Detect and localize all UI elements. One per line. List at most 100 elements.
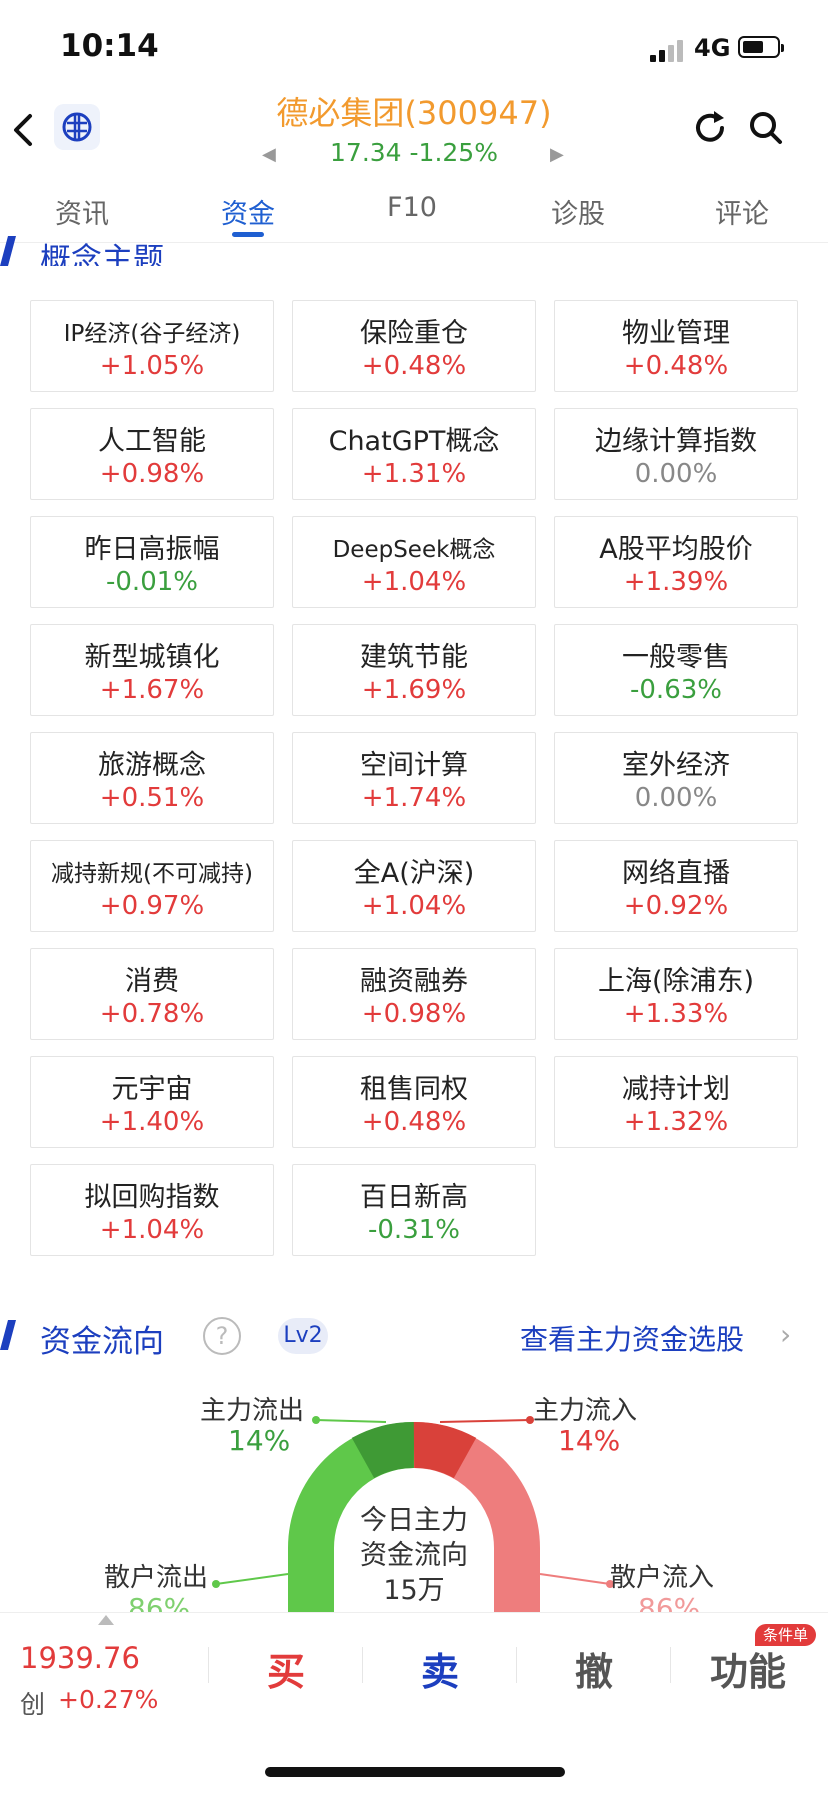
prev-stock-icon[interactable]: ◀ — [262, 144, 276, 165]
concept-name: 一般零售 — [622, 642, 730, 673]
concept-name: 融资融券 — [360, 966, 468, 997]
concept-change: +0.92% — [623, 891, 729, 921]
concept-item[interactable]: IP经济(谷子经济) +1.05% — [30, 300, 274, 392]
concept-change: +1.39% — [623, 567, 729, 597]
concept-name: 全A(沪深) — [353, 858, 475, 889]
concept-item[interactable]: 减持计划 +1.32% — [554, 1056, 798, 1148]
level-badge: Lv2 — [278, 1318, 328, 1354]
concept-item[interactable]: 空间计算 +1.74% — [292, 732, 536, 824]
concept-item[interactable]: ChatGPT概念 +1.31% — [292, 408, 536, 500]
main-in-arc — [413, 1422, 477, 1479]
help-icon[interactable]: ? — [203, 1317, 241, 1355]
tab-comments[interactable]: 评论 — [715, 199, 769, 230]
concept-name: 室外经济 — [622, 750, 730, 781]
concept-item[interactable]: 建筑节能 +1.69% — [292, 624, 536, 716]
back-icon[interactable] — [4, 108, 44, 152]
refresh-icon[interactable] — [690, 108, 730, 148]
concept-item[interactable]: 一般零售 -0.63% — [554, 624, 798, 716]
concept-name: 空间计算 — [360, 750, 468, 781]
concept-item[interactable]: 融资融券 +0.98% — [292, 948, 536, 1040]
battery-icon — [738, 36, 784, 58]
stock-title: 德必集团(300947) — [276, 94, 552, 132]
concept-item[interactable]: A股平均股价 +1.39% — [554, 516, 798, 608]
concept-item[interactable]: 租售同权 +0.48% — [292, 1056, 536, 1148]
main-out-arc — [351, 1422, 415, 1479]
active-tab-indicator — [232, 232, 264, 237]
concept-name: DeepSeek概念 — [332, 537, 496, 563]
concept-name: 减持计划 — [622, 1074, 730, 1105]
concept-name: IP经济(谷子经济) — [63, 321, 241, 347]
concept-change: +1.69% — [361, 675, 467, 705]
concept-change: +1.04% — [361, 567, 467, 597]
concept-item[interactable]: 上海(除浦东) +1.33% — [554, 948, 798, 1040]
concept-change: +1.40% — [99, 1107, 205, 1137]
concept-change: +0.98% — [99, 459, 205, 489]
concept-name: 昨日高振幅 — [84, 534, 220, 565]
concept-name: 旅游概念 — [98, 750, 206, 781]
next-stock-icon[interactable]: ▶ — [550, 144, 564, 165]
concept-item[interactable]: 人工智能 +0.98% — [30, 408, 274, 500]
center-line-2: 资金流向 — [360, 1540, 468, 1571]
function-button[interactable]: 功能 — [709, 1650, 786, 1694]
sell-button[interactable]: 卖 — [420, 1650, 459, 1694]
tab-diagnosis[interactable]: 诊股 — [551, 199, 605, 230]
concept-name: 人工智能 — [98, 426, 206, 457]
status-time: 10:14 — [60, 28, 159, 64]
concept-name: 新型城镇化 — [84, 642, 220, 673]
chevron-right-icon[interactable]: › — [780, 1318, 792, 1351]
concept-item[interactable]: 百日新高 -0.31% — [292, 1164, 536, 1256]
divider — [362, 1647, 363, 1683]
concept-name: 消费 — [125, 966, 179, 997]
fund-flow-title: 资金流向 — [40, 1324, 164, 1360]
concept-item[interactable]: 昨日高振幅 -0.01% — [30, 516, 274, 608]
concept-item[interactable]: 全A(沪深) +1.04% — [292, 840, 536, 932]
concept-change: -0.01% — [106, 567, 198, 597]
concept-change: +0.48% — [361, 351, 467, 381]
expand-triangle-icon[interactable] — [98, 1615, 114, 1625]
main-in-value: 14% — [558, 1424, 621, 1457]
search-icon[interactable] — [746, 108, 786, 148]
concept-item[interactable]: 元宇宙 +1.40% — [30, 1056, 274, 1148]
tab-f10[interactable]: F10 — [387, 192, 437, 223]
concept-change: +1.04% — [99, 1215, 205, 1245]
fund-flow-donut — [212, 1416, 614, 1612]
section-marker — [0, 1320, 16, 1350]
divider — [516, 1647, 517, 1683]
concept-name: 物业管理 — [622, 318, 730, 349]
concept-item[interactable]: 保险重仓 +0.48% — [292, 300, 536, 392]
concept-change: -0.63% — [630, 675, 722, 705]
index-label: 创 — [20, 1690, 46, 1719]
main-fund-picker-link[interactable]: 查看主力资金选股 — [520, 1323, 745, 1356]
concept-change: 0.00% — [634, 783, 718, 813]
tab-bar: 资讯 资金 F10 诊股 评论 — [0, 188, 828, 243]
concept-item[interactable]: 减持新规(不可减持) +0.97% — [30, 840, 274, 932]
divider — [670, 1647, 671, 1683]
cancel-order-button[interactable]: 撤 — [574, 1650, 613, 1694]
company-logo — [54, 104, 100, 150]
concept-name: 拟回购指数 — [84, 1182, 220, 1213]
concept-item[interactable]: 边缘计算指数 0.00% — [554, 408, 798, 500]
concept-item[interactable]: 室外经济 0.00% — [554, 732, 798, 824]
concept-item[interactable]: 旅游概念 +0.51% — [30, 732, 274, 824]
tab-news[interactable]: 资讯 — [55, 199, 109, 230]
concept-item[interactable]: 网络直播 +0.92% — [554, 840, 798, 932]
concept-change: -0.31% — [368, 1215, 460, 1245]
status-bar: 10:14 4G — [0, 0, 828, 90]
concept-item[interactable]: DeepSeek概念 +1.04% — [292, 516, 536, 608]
concepts-title: 概念主题 — [40, 242, 164, 266]
buy-button[interactable]: 买 — [266, 1650, 305, 1694]
concept-name: ChatGPT概念 — [328, 426, 500, 457]
concept-item[interactable]: 拟回购指数 +1.04% — [30, 1164, 274, 1256]
concept-name: 保险重仓 — [360, 318, 468, 349]
concept-change: +0.51% — [99, 783, 205, 813]
main-in-label: 主力流入 — [533, 1396, 638, 1426]
concept-change: +0.97% — [99, 891, 205, 921]
concept-item[interactable]: 消费 +0.78% — [30, 948, 274, 1040]
concept-item[interactable]: 物业管理 +0.48% — [554, 300, 798, 392]
index-value[interactable]: 1939.76 — [20, 1641, 140, 1675]
concept-item[interactable]: 新型城镇化 +1.67% — [30, 624, 274, 716]
main-out-label: 主力流出 — [200, 1396, 305, 1426]
tab-funds[interactable]: 资金 — [221, 199, 275, 230]
concept-name: 建筑节能 — [360, 642, 468, 673]
home-indicator — [265, 1767, 565, 1777]
